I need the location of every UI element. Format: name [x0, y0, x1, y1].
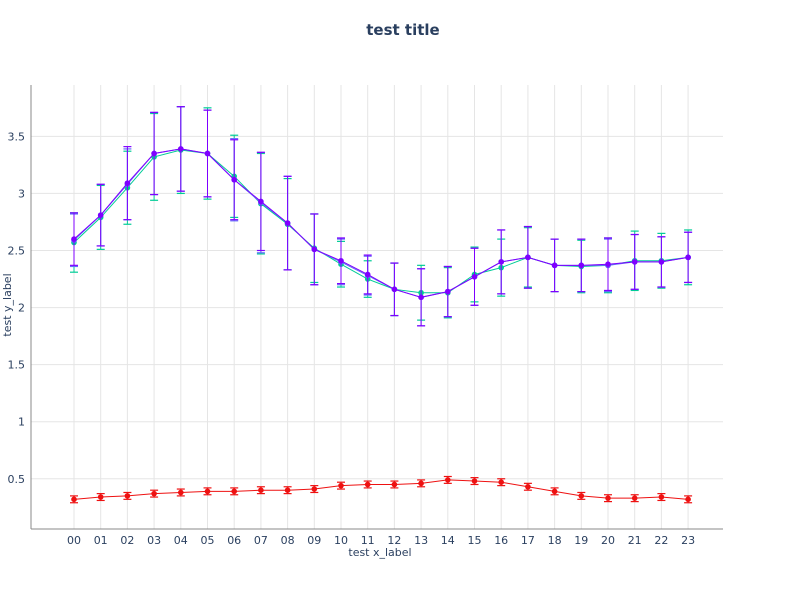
- y-axis-label: test y_label: [1, 273, 14, 336]
- x-tick-label: 04: [174, 534, 188, 547]
- data-point: [124, 493, 131, 499]
- data-point: [97, 494, 104, 500]
- x-axis-label: test x_label: [348, 546, 411, 559]
- data-point: [418, 480, 424, 487]
- data-point: [391, 481, 398, 488]
- data-point: [578, 262, 585, 269]
- x-tick-label: 02: [120, 534, 134, 547]
- series-2: [70, 106, 693, 327]
- data-point: [231, 488, 237, 495]
- data-point: [578, 493, 585, 499]
- series-line: [73, 148, 689, 298]
- data-point: [471, 478, 478, 484]
- x-tick-label: 00: [67, 534, 81, 547]
- x-tick-label: 03: [147, 534, 161, 547]
- data-point: [685, 496, 691, 503]
- x-tick-label: 14: [441, 534, 455, 547]
- series-group: [70, 106, 693, 504]
- x-tick-label: 22: [654, 534, 668, 547]
- data-point: [178, 489, 184, 496]
- data-point: [525, 254, 531, 261]
- data-point: [658, 259, 665, 265]
- x-tick-label: 23: [681, 534, 695, 547]
- data-point: [338, 482, 344, 489]
- data-point: [498, 479, 505, 486]
- data-point: [178, 146, 184, 152]
- data-point: [658, 494, 665, 500]
- x-tick-label: 19: [574, 534, 588, 547]
- data-point: [551, 262, 558, 269]
- data-point: [258, 198, 264, 205]
- data-point: [551, 488, 558, 495]
- x-tick-label: 17: [521, 534, 535, 547]
- tick-labels: 00 01 02 03 04 05 06 07 08 09 10 11 12 13 14 15 16 17 18 19…: [8, 130, 696, 547]
- x-tick-label: 12: [387, 534, 401, 547]
- data-point: [97, 212, 104, 218]
- data-point: [311, 246, 318, 253]
- data-point: [71, 236, 77, 242]
- x-tick-label: 15: [468, 534, 482, 547]
- data-point: [258, 487, 264, 493]
- data-point: [445, 477, 451, 483]
- data-point: [364, 271, 371, 278]
- x-tick-label: 21: [628, 534, 642, 547]
- data-point: [204, 488, 211, 495]
- grid: [31, 85, 723, 529]
- x-tick-label: 08: [281, 534, 295, 547]
- x-tick-label: 10: [334, 534, 348, 547]
- data-point: [525, 483, 531, 490]
- y-tick-label: 1.5: [8, 359, 26, 372]
- y-tick-label: 2.5: [8, 245, 26, 258]
- x-tick-label: 20: [601, 534, 615, 547]
- data-point: [498, 259, 505, 265]
- data-point: [445, 288, 451, 295]
- data-point: [151, 150, 157, 157]
- y-tick-label: 3: [18, 187, 25, 200]
- data-point: [391, 286, 398, 293]
- data-point: [151, 490, 157, 497]
- x-tick-label: 01: [94, 534, 108, 547]
- data-point: [124, 180, 131, 186]
- data-point: [284, 220, 291, 226]
- data-point: [71, 496, 77, 503]
- data-point: [631, 495, 638, 501]
- series-line: [73, 148, 689, 298]
- y-tick-label: 2: [18, 302, 25, 315]
- data-point: [338, 257, 344, 264]
- data-point: [605, 495, 611, 501]
- data-point: [231, 176, 237, 183]
- data-point: [685, 254, 691, 261]
- data-point: [605, 261, 611, 267]
- x-tick-label: 09: [307, 534, 321, 547]
- x-tick-label: 07: [254, 534, 268, 547]
- x-tick-label: 16: [494, 534, 508, 547]
- data-point: [204, 150, 211, 157]
- series-1: [70, 106, 693, 327]
- x-tick-label: 18: [548, 534, 562, 547]
- data-point: [364, 481, 371, 488]
- data-point: [311, 486, 318, 492]
- chart-title: test title: [366, 21, 439, 39]
- x-tick-label: 11: [361, 534, 375, 547]
- x-tick-label: 05: [201, 534, 215, 547]
- data-point: [418, 294, 424, 301]
- axes: [30, 85, 723, 530]
- x-tick-label: 06: [227, 534, 241, 547]
- series-0: [70, 106, 693, 321]
- data-point: [471, 273, 478, 280]
- series-line: [73, 479, 689, 500]
- y-tick-label: 1: [18, 416, 25, 429]
- series-3: [70, 475, 693, 504]
- data-point: [284, 487, 291, 493]
- x-tick-label: 13: [414, 534, 428, 547]
- y-tick-label: 3.5: [8, 130, 26, 143]
- data-point: [631, 259, 638, 265]
- series-line: [73, 149, 689, 294]
- y-tick-label: 0.5: [8, 473, 26, 486]
